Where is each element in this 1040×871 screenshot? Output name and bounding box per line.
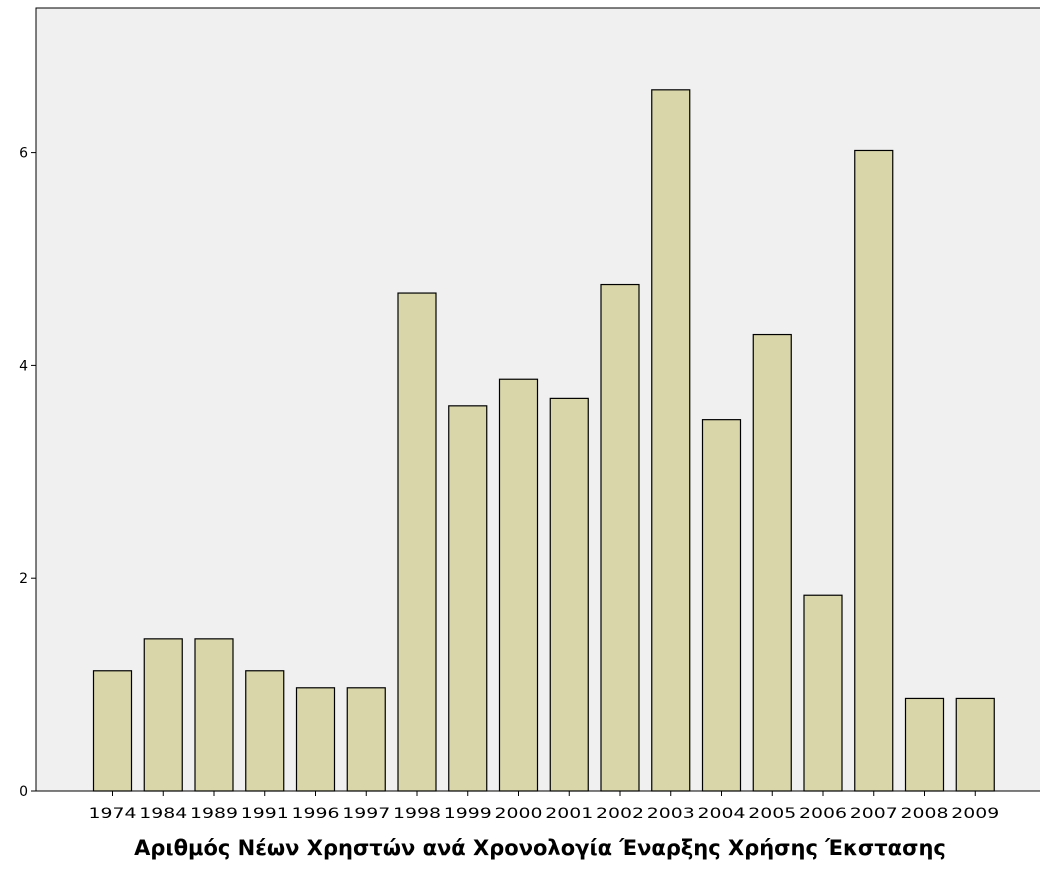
bar-2006 — [803, 594, 843, 792]
y-tick-label: 6 — [19, 146, 28, 162]
bar-2001 — [549, 397, 589, 792]
x-tick-label: 2002 — [596, 806, 644, 822]
bar-2007 — [854, 149, 894, 792]
bar-2009 — [955, 697, 995, 792]
x-tick-label: 2001 — [545, 806, 593, 822]
x-tick-label: 2003 — [647, 806, 695, 822]
x-tick-label: 2007 — [850, 806, 898, 822]
bars — [92, 89, 995, 792]
bar-1997 — [346, 687, 386, 792]
x-tick-label: 2004 — [698, 806, 746, 822]
bar-2003 — [651, 89, 691, 792]
y-tick-label: 2 — [19, 571, 28, 587]
x-tick-label: 2000 — [495, 806, 543, 822]
bar-1996 — [295, 687, 336, 792]
bar-2004 — [701, 419, 742, 792]
bar-1974 — [92, 670, 133, 792]
x-tick-label: 2006 — [799, 806, 847, 822]
x-tick-label: 1974 — [89, 806, 137, 822]
bar-2000 — [498, 378, 539, 792]
bar-1998 — [397, 292, 437, 792]
x-tick-label: 2009 — [951, 806, 999, 822]
x-tick-label: 1984 — [139, 806, 187, 822]
y-tick-label: 0 — [19, 784, 28, 800]
bar-2005 — [752, 333, 792, 792]
x-tick-label: 1998 — [393, 806, 441, 822]
x-tick-label: 2008 — [901, 806, 949, 822]
x-tick-label: 2005 — [748, 806, 796, 822]
y-axis: 0 2 4 6 — [19, 146, 36, 800]
bar-1989 — [194, 638, 234, 792]
x-tick-label: 1997 — [342, 806, 390, 822]
bar-2008 — [904, 697, 945, 792]
x-tick-label: 1989 — [190, 806, 238, 822]
x-tick-label: 1991 — [241, 806, 289, 822]
y-tick-label: 4 — [19, 358, 28, 374]
bar-1984 — [143, 638, 183, 792]
x-tick-label: 1996 — [292, 806, 340, 822]
x-tick-label: 1999 — [444, 806, 492, 822]
x-axis-label: Αριθμός Νέων Χρηστών ανά Χρονολογία Έναρ… — [134, 836, 946, 860]
x-axis: 1974 1984 1989 1991 1996 1997 1998 1999 2000 2001… — [89, 791, 999, 822]
bar-1999 — [448, 405, 488, 792]
bar-1991 — [245, 670, 285, 792]
bar-2002 — [600, 283, 640, 792]
